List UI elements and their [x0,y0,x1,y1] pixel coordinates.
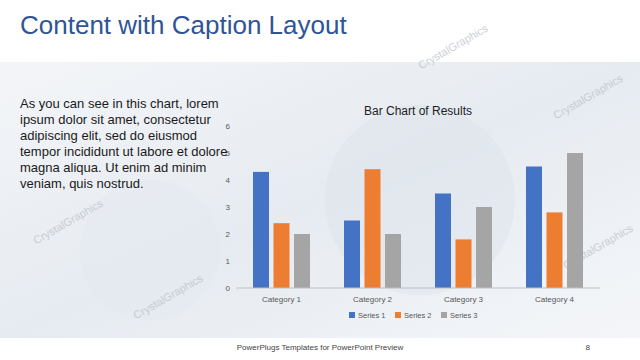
chart-title: Bar Chart of Results [364,104,472,118]
y-tick-label: 3 [226,203,231,212]
legend-swatch [441,312,447,318]
slide-title: Content with Caption Layout [20,10,347,40]
bar [526,167,542,289]
background-shape [325,105,515,295]
x-tick-label: Category 4 [535,295,575,304]
x-axis-line [236,288,600,289]
bar [294,234,310,288]
bar [547,212,563,288]
x-tick-label: Category 1 [262,295,302,304]
bars [253,153,583,288]
bar [344,221,360,289]
caption: As you can see in this chart, lorem ipsu… [20,96,230,192]
legend-label: Series 3 [450,311,478,320]
background [0,62,640,338]
legend-label: Series 2 [404,311,432,320]
x-tick-label: Category 2 [353,295,393,304]
watermark: CrystalGraphics [416,22,490,72]
legend-swatch [395,312,401,318]
x-tick-label: Category 3 [444,295,484,304]
y-tick-label: 2 [226,230,231,239]
bar [385,234,401,288]
bar [435,194,451,289]
bar [274,223,290,288]
page-number: 8 [586,343,591,352]
y-tick-label: 0 [226,284,231,293]
y-tick-label: 4 [226,176,231,185]
slide: CrystalGraphics CrystalGraphics CrystalGra… [0,0,640,360]
footer: PowerPlugs Templates for PowerPoint Prev… [237,343,404,352]
y-tick-label: 6 [226,122,231,131]
legend-label: Series 1 [358,311,386,320]
y-tick-label: 1 [226,257,231,266]
watermark: CrystalGraphics [551,72,625,122]
bar [456,239,472,288]
legend-swatch [349,312,355,318]
bar [253,172,269,288]
bar [567,153,583,288]
watermark: CrystalGraphics [131,272,205,322]
bar [365,169,381,288]
watermark: CrystalGraphics [31,197,105,247]
bar [476,207,492,288]
